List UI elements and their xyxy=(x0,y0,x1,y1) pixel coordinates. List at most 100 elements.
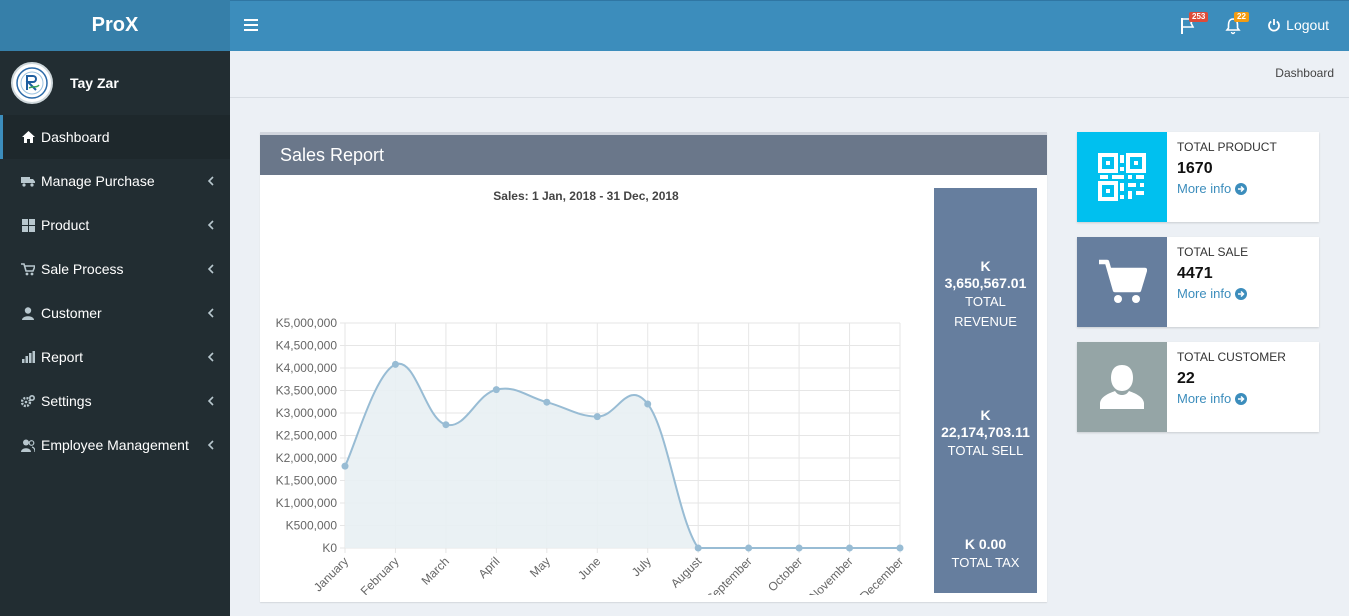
total-revenue-currency: K xyxy=(980,258,991,274)
user-panel: Tay Zar xyxy=(0,51,230,115)
x-tick-label: January xyxy=(311,554,351,594)
sidebar-item-label: Settings xyxy=(41,393,92,409)
data-point xyxy=(644,400,652,408)
info-box-total-sale: TOTAL SALE 4471 More info xyxy=(1077,237,1319,327)
total-revenue-label-1: TOTAL xyxy=(965,294,1006,309)
info-box-icon-area xyxy=(1077,342,1167,432)
data-point xyxy=(492,386,500,394)
y-tick-label: K1,000,000 xyxy=(276,496,338,510)
chevron-left-icon xyxy=(207,352,214,362)
more-info-link[interactable]: More info xyxy=(1177,391,1286,406)
sidebar-toggle-icon[interactable] xyxy=(244,19,258,31)
total-revenue-label-2: REVENUE xyxy=(954,314,1017,329)
sidebar-item-sale-process[interactable]: Sale Process xyxy=(0,247,230,291)
chevron-left-icon xyxy=(207,440,214,450)
total-revenue-stat: K 3,650,567.01 TOTAL REVENUE xyxy=(934,258,1037,332)
chevron-left-icon xyxy=(207,176,214,186)
more-info-label: More info xyxy=(1177,391,1232,406)
info-box-number: 4471 xyxy=(1177,265,1213,282)
shopping-cart-icon xyxy=(1099,259,1147,303)
user-icon xyxy=(21,306,35,320)
data-point xyxy=(543,398,551,406)
sidebar-item-label: Manage Purchase xyxy=(41,173,155,189)
data-point xyxy=(341,462,349,470)
total-tax-value: K 0.00 xyxy=(964,536,1007,552)
users-icon xyxy=(21,438,35,452)
sidebar-item-report[interactable]: Report xyxy=(0,335,230,379)
chevron-left-icon xyxy=(207,308,214,318)
cart-icon xyxy=(21,262,35,276)
sidebar-item-manage-purchase[interactable]: Manage Purchase xyxy=(0,159,230,203)
series-area-fill xyxy=(345,363,900,548)
arrow-circle-right-icon xyxy=(1235,287,1248,300)
sidebar-item-label: Report xyxy=(41,349,84,365)
x-tick-label: February xyxy=(358,554,402,595)
gears-icon xyxy=(21,394,35,408)
info-box-label: TOTAL SALE xyxy=(1177,245,1249,259)
bar-chart-icon xyxy=(21,350,35,364)
sidebar-item-product[interactable]: Product xyxy=(0,203,230,247)
chart-title: Sales: 1 Jan, 2018 - 31 Dec, 2018 xyxy=(493,189,679,203)
sidebar-item-customer[interactable]: Customer xyxy=(0,291,230,335)
info-box-text: TOTAL PRODUCT 1670 More info xyxy=(1177,140,1277,196)
data-point xyxy=(694,544,702,552)
x-tick-label: March xyxy=(419,554,452,587)
sidebar-item-label: Sale Process xyxy=(41,261,124,277)
arrow-circle-right-icon xyxy=(1235,392,1248,405)
sidebar-item-settings[interactable]: Settings xyxy=(0,379,230,423)
sidebar: Tay Zar Dashboard Manage Purchase Produc… xyxy=(0,51,230,616)
info-box-icon-area xyxy=(1077,132,1167,222)
logout-label: Logout xyxy=(1286,17,1329,33)
app-logo[interactable]: ProX xyxy=(0,0,230,51)
bell-notification-button[interactable]: 22 xyxy=(1225,12,1249,37)
info-box-label: TOTAL CUSTOMER xyxy=(1177,350,1286,364)
chevron-left-icon xyxy=(207,220,214,230)
person-icon xyxy=(1100,365,1144,409)
flag-notification-button[interactable]: 253 xyxy=(1180,12,1209,37)
info-box-number: 22 xyxy=(1177,370,1195,387)
total-revenue-value: 3,650,567.01 xyxy=(944,275,1027,291)
sidebar-item-dashboard[interactable]: Dashboard xyxy=(0,115,230,159)
x-tick-label: July xyxy=(629,554,654,579)
y-tick-label: K4,000,000 xyxy=(276,361,338,375)
total-tax-label: TOTAL TAX xyxy=(951,555,1020,570)
breadcrumb[interactable]: Dashboard xyxy=(1275,66,1334,80)
sales-area-chart: K0 K500,000 K1,000,000 K1,500,000 K2,000,000… xyxy=(276,316,907,595)
x-tick-label: August xyxy=(668,554,705,591)
info-box-number: 1670 xyxy=(1177,160,1213,177)
truck-icon xyxy=(21,174,35,188)
avatar[interactable] xyxy=(11,62,53,104)
sidebar-item-label: Employee Management xyxy=(41,437,189,453)
info-box-total-customer: TOTAL CUSTOMER 22 More info xyxy=(1077,342,1319,432)
info-box-text: TOTAL SALE 4471 More info xyxy=(1177,245,1248,301)
data-point xyxy=(896,544,904,552)
total-sell-value: 22,174,703.11 xyxy=(941,424,1030,440)
chevron-left-icon xyxy=(207,264,214,274)
chevron-left-icon xyxy=(207,396,214,406)
more-info-link[interactable]: More info xyxy=(1177,181,1277,196)
sidebar-item-employee-management[interactable]: Employee Management xyxy=(0,423,230,467)
info-box-label: TOTAL PRODUCT xyxy=(1177,140,1277,154)
sales-stats-panel: K 3,650,567.01 TOTAL REVENUE K 22,174,70… xyxy=(934,188,1037,593)
qrcode-icon xyxy=(1098,153,1146,201)
total-sell-currency: K xyxy=(980,407,991,423)
y-tick-label: K4,500,000 xyxy=(276,339,338,353)
more-info-label: More info xyxy=(1177,286,1232,301)
top-navbar: 253 22 Logout xyxy=(230,0,1349,51)
x-tick-label: April xyxy=(476,554,503,581)
x-tick-label: December xyxy=(857,554,906,595)
home-icon xyxy=(21,130,35,144)
data-point xyxy=(795,544,803,552)
logout-button[interactable]: Logout xyxy=(1267,17,1329,33)
sidebar-item-label: Dashboard xyxy=(41,129,110,145)
y-tick-label: K5,000,000 xyxy=(276,316,338,330)
x-tick-label: May xyxy=(527,554,553,580)
data-point xyxy=(745,544,753,552)
y-tick-label: K500,000 xyxy=(286,519,338,533)
total-tax-stat: K 0.00 TOTAL TAX xyxy=(934,536,1037,573)
y-tick-label: K3,000,000 xyxy=(276,406,338,420)
more-info-link[interactable]: More info xyxy=(1177,286,1248,301)
sidebar-item-label: Product xyxy=(41,217,90,233)
bell-count-badge: 22 xyxy=(1234,12,1249,22)
data-point xyxy=(846,544,854,552)
